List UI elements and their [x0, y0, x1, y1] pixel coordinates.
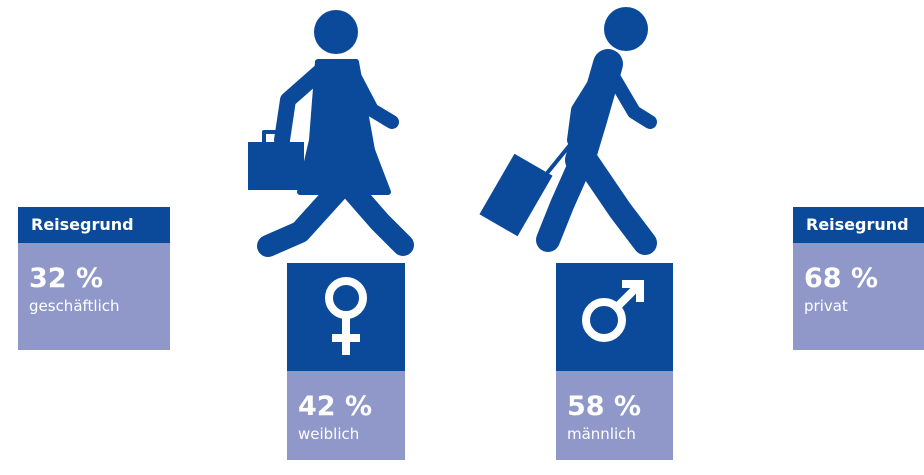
- gender-value: 42 %: [298, 391, 373, 422]
- reason-panel-left: Reisegrund 32 % geschäftlich: [18, 207, 170, 350]
- panel-body: 32 % geschäftlich: [18, 243, 170, 350]
- male-share: 58 % männlich: [556, 371, 673, 460]
- panel-label: geschäftlich: [29, 297, 120, 315]
- panel-label: privat: [804, 297, 848, 315]
- female-share: 42 % weiblich: [287, 371, 405, 460]
- male-symbol: [582, 280, 644, 342]
- male-icon-box: [556, 263, 673, 371]
- gender-value: 58 %: [567, 391, 642, 422]
- man-figure: [479, 7, 657, 255]
- panel-body: 68 % privat: [793, 243, 924, 350]
- panel-value: 68 %: [804, 263, 879, 294]
- gender-label: männlich: [567, 425, 636, 443]
- reason-panel-right: Reisegrund 68 % privat: [793, 207, 924, 350]
- panel-value: 32 %: [29, 263, 104, 294]
- female-symbol: [325, 277, 367, 355]
- woman-figure: [248, 10, 414, 257]
- panel-header: Reisegrund: [793, 207, 924, 243]
- panel-header: Reisegrund: [18, 207, 170, 243]
- gender-label: weiblich: [298, 425, 360, 443]
